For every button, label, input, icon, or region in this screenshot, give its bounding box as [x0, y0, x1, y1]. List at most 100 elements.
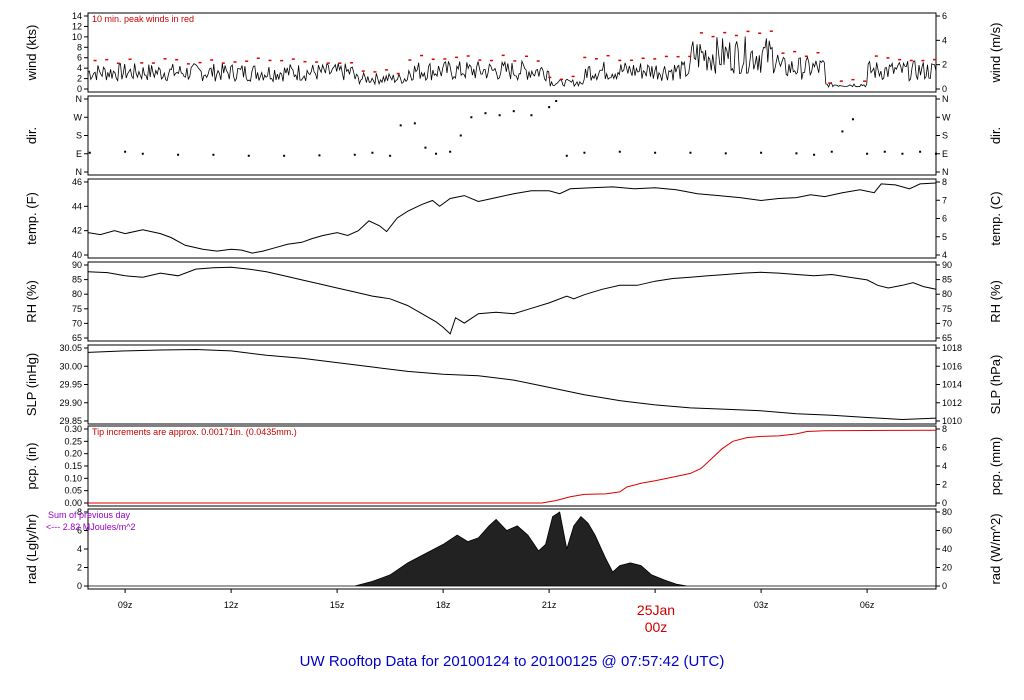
wind-peak-mark	[758, 32, 762, 34]
temp_f-line	[87, 182, 937, 254]
rh-left-tick-label: 90	[72, 260, 82, 270]
rad-left-tick-label: 8	[77, 507, 82, 517]
wind-peak-mark	[734, 34, 738, 37]
wind-left-tick-label: 14	[72, 11, 82, 21]
wind-peak-mark	[583, 56, 587, 59]
dir_deg-point	[177, 153, 180, 156]
wind-right-tick-label: 6	[942, 11, 947, 21]
wind-left-axis-label: wind (kts)	[24, 25, 39, 82]
wind-peak-mark	[245, 60, 249, 62]
temp-left-axis-label: temp. (F)	[24, 192, 39, 245]
wind-peak-mark	[653, 58, 657, 60]
pcp-left-tick-label: 0.25	[64, 436, 82, 446]
rad-right-tick-label: 20	[942, 563, 952, 573]
rad-right-tick-label: 80	[942, 507, 952, 517]
wind-peak-mark	[688, 55, 692, 58]
rh-right-tick-label: 80	[942, 289, 952, 299]
slp-right-axis-label: SLP (hPa)	[988, 355, 1003, 415]
dir_deg-point	[124, 150, 127, 153]
rad-left-tick-label: 6	[77, 526, 82, 536]
dir-left-axis-label: dir.	[24, 127, 39, 144]
slp-left-axis-label: SLP (inHg)	[24, 353, 39, 416]
dir-left-tick-label: N	[76, 94, 83, 104]
wind-peak-mark	[361, 70, 365, 72]
pcp-left-axis-label: pcp. (in)	[24, 443, 39, 490]
slp-right-tick-label: 1018	[942, 343, 962, 353]
wind-peak-mark	[466, 55, 470, 57]
rad-left-tick-label: 4	[77, 544, 82, 554]
x-tick-label: 15z	[330, 600, 345, 610]
pcp-left-tick-label: 0.20	[64, 449, 82, 459]
wind-peak-mark	[723, 31, 727, 34]
wind-peak-mark	[851, 78, 855, 81]
wind-left-tick-label: 6	[77, 53, 82, 63]
pcp-left-tick-label: 0.00	[64, 498, 82, 508]
wind-peak-mark	[385, 69, 389, 71]
wind-right-tick-label: 4	[942, 35, 947, 45]
wind-peak-mark	[606, 54, 610, 57]
wind-peak-mark	[443, 58, 447, 60]
slp-right-tick-label: 1014	[942, 380, 962, 390]
rad-sum-value: <--- 2.82 MJoules/m^2	[46, 522, 136, 532]
wind-peak-mark	[175, 58, 179, 61]
rad-right-axis-label: rad (W/m^2)	[988, 513, 1003, 584]
wind-peak-mark	[664, 55, 668, 58]
wind-peak-mark	[151, 62, 155, 64]
wind-peak-mark	[769, 30, 773, 32]
rh-right-tick-label: 65	[942, 333, 952, 343]
x-tick-label: 18z	[436, 600, 451, 610]
pcp-right-axis-label: pcp. (mm)	[988, 437, 1003, 496]
dir_deg-point	[512, 110, 515, 113]
dir_deg-point	[413, 122, 416, 125]
rh-left-tick-label: 80	[72, 289, 82, 299]
wind-peak-mark	[793, 50, 797, 53]
dir_deg-point	[459, 134, 462, 137]
dir_deg-point	[498, 114, 501, 117]
wind-peak-mark	[326, 62, 330, 64]
dir_deg-point	[484, 112, 487, 115]
wind-left-tick-label: 8	[77, 42, 82, 52]
wind-peak-mark	[909, 59, 913, 62]
dir_deg-point	[760, 151, 763, 154]
dir-frame	[87, 95, 937, 176]
pcp-right-tick-label: 2	[942, 480, 947, 490]
rh-left-tick-label: 75	[72, 304, 82, 314]
dir-left-tick-label: N	[76, 167, 83, 177]
series-layer	[87, 30, 937, 587]
dir-right-tick-label: E	[942, 149, 948, 159]
temp-right-axis-label: temp. (C)	[988, 191, 1003, 245]
date-label: 25Jan	[637, 602, 675, 618]
rh-left-tick-label: 70	[72, 318, 82, 328]
dir-left-tick-label: W	[74, 112, 83, 122]
rh-left-axis-label: RH (%)	[24, 280, 39, 323]
temp-right-tick-label: 4	[942, 250, 947, 260]
temp-frame	[87, 178, 937, 259]
dir_deg-point	[901, 152, 904, 155]
wind-peak-mark	[256, 57, 260, 59]
wind-peak-mark	[396, 72, 400, 75]
wind-peak-mark	[338, 62, 342, 64]
wind-peak-mark	[490, 59, 494, 62]
wind-peak-mark	[198, 61, 202, 64]
dir-right-tick-label: S	[942, 131, 948, 141]
wind-peak-mark	[280, 59, 284, 62]
temp-right-tick-label: 7	[942, 195, 947, 205]
slp-left-tick-label: 30.00	[59, 361, 82, 371]
wind-peak-mark	[571, 75, 575, 78]
dir_deg-point	[141, 152, 144, 155]
pcp-left-tick-label: 0.05	[64, 486, 82, 496]
wind-peak-mark	[291, 58, 295, 60]
dir-right-tick-label: N	[942, 94, 949, 104]
dir_deg-point	[548, 106, 551, 109]
dir_deg-point	[935, 152, 937, 155]
dir-right-tick-label: W	[942, 112, 951, 122]
x-tick-label: 06z	[860, 600, 875, 610]
dir_deg-point	[866, 152, 869, 155]
dir_deg-point	[212, 153, 215, 156]
pcp-right-tick-label: 6	[942, 443, 947, 453]
x-tick-label: 03z	[754, 600, 769, 610]
temp-left-tick-label: 44	[72, 201, 82, 211]
dir_deg-point	[583, 151, 586, 154]
rh-right-tick-label: 70	[942, 318, 952, 328]
dir-right-axis-label: dir.	[988, 127, 1003, 144]
